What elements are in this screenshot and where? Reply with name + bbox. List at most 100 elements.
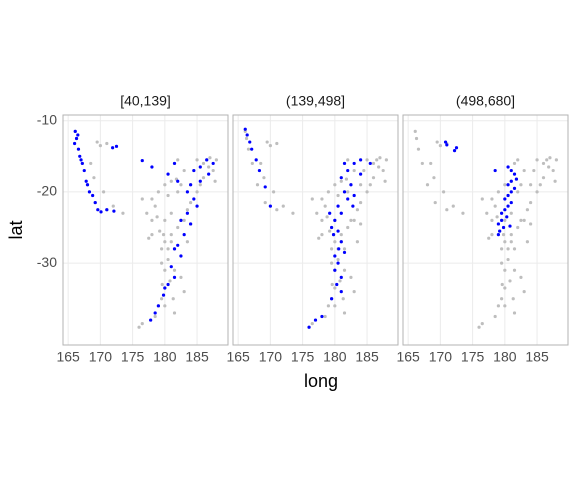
point [330, 297, 334, 301]
point [454, 146, 459, 150]
background-point [432, 176, 436, 180]
background-point [320, 218, 324, 222]
background-point [554, 158, 558, 162]
background-point [182, 218, 186, 222]
background-point [161, 233, 166, 237]
point [78, 154, 82, 158]
x-tick-label: 180 [153, 349, 177, 365]
background-point [328, 229, 332, 233]
background-point [501, 233, 506, 237]
background-point [333, 240, 337, 244]
point [330, 225, 334, 230]
point [76, 133, 80, 137]
point [163, 286, 167, 290]
point [150, 165, 154, 169]
point [500, 211, 504, 215]
background-point [326, 190, 330, 194]
point [342, 190, 347, 194]
background-point [490, 233, 494, 237]
point [506, 204, 510, 208]
background-point [140, 322, 144, 326]
point [512, 172, 517, 176]
background-point [326, 304, 330, 308]
background-point [503, 218, 507, 222]
x-tick-label: 180 [323, 349, 347, 365]
point [359, 158, 363, 162]
point [307, 325, 311, 329]
background-point [333, 286, 337, 290]
background-point [172, 268, 177, 272]
background-point [153, 314, 157, 319]
point [263, 185, 267, 189]
background-point [355, 240, 359, 244]
background-point [384, 158, 388, 162]
background-point [145, 211, 149, 215]
point [493, 168, 497, 173]
point [452, 149, 457, 153]
background-point [506, 257, 510, 262]
point [80, 161, 84, 166]
background-point [346, 225, 350, 230]
background-point [359, 222, 363, 226]
background-point [147, 236, 151, 240]
point [245, 133, 249, 137]
background-point [445, 208, 449, 212]
point [506, 183, 510, 187]
background-point [98, 144, 102, 148]
background-point [268, 144, 272, 148]
x-tick-label: 175 [121, 349, 145, 365]
background-point [500, 261, 504, 265]
point [112, 209, 116, 213]
background-point [378, 156, 382, 160]
background-point [451, 204, 455, 208]
background-point [339, 233, 343, 237]
strip-label: (139,498] [286, 93, 345, 109]
point [82, 168, 86, 173]
background-point [359, 183, 363, 187]
x-tick-label: 165 [226, 349, 250, 365]
point [359, 172, 363, 176]
background-point [342, 268, 347, 272]
point [172, 247, 177, 251]
point [498, 229, 502, 233]
background-point [176, 225, 180, 230]
background-point [155, 215, 159, 219]
background-point [503, 304, 507, 308]
background-point [541, 161, 546, 166]
background-point [490, 218, 494, 222]
background-point [330, 282, 334, 287]
background-point [508, 279, 512, 283]
background-point [281, 204, 285, 208]
point [153, 311, 157, 315]
point [74, 136, 79, 141]
y-tick-label: -30 [37, 254, 57, 270]
point [114, 144, 119, 148]
y-tick-label: -10 [37, 111, 57, 127]
background-point [315, 211, 319, 215]
background-point [208, 156, 212, 160]
background-point [359, 200, 363, 205]
point [243, 127, 247, 131]
background-point [185, 240, 189, 244]
background-point [320, 197, 324, 201]
x-tick-label: 175 [291, 349, 315, 365]
point [172, 161, 177, 166]
point [349, 183, 353, 187]
strip-label: [40,139] [120, 93, 171, 109]
y-axis-title: lat [6, 220, 26, 239]
x-tick-label: 170 [429, 349, 453, 365]
background-point [265, 140, 269, 144]
point [85, 183, 90, 187]
background-point [140, 197, 144, 201]
point [205, 158, 209, 162]
point [268, 204, 272, 208]
point [508, 224, 512, 228]
point [351, 204, 355, 208]
point [352, 193, 356, 198]
background-point [352, 168, 356, 173]
background-point [371, 176, 376, 180]
point [149, 318, 153, 322]
point [342, 161, 347, 166]
background-point [320, 233, 324, 237]
point [79, 158, 83, 162]
